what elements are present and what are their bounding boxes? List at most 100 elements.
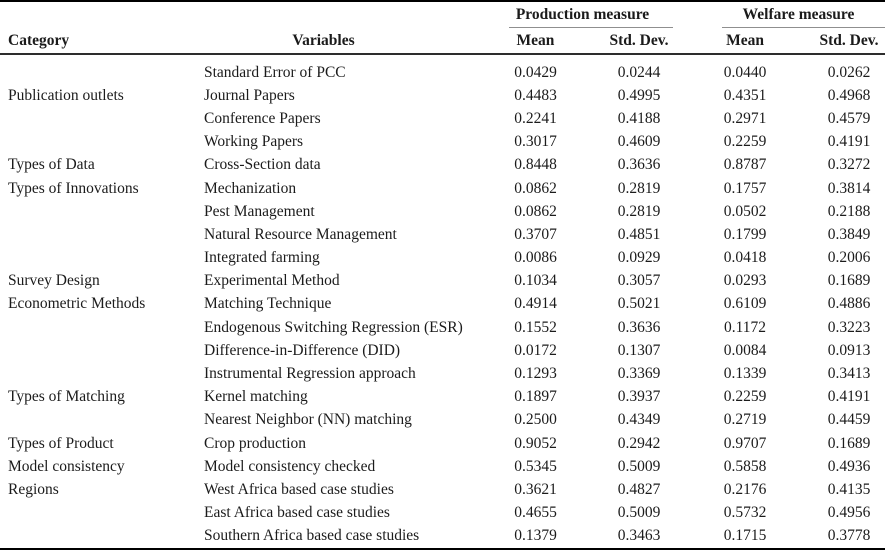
production-mean-cell: 0.5345 bbox=[514, 457, 557, 475]
category-cell: Publication outlets bbox=[8, 86, 124, 104]
production-stddev-cell: 0.2819 bbox=[617, 202, 661, 220]
welfare-stddev-cell: 0.4968 bbox=[827, 86, 871, 104]
production-mean-cell: 0.4914 bbox=[514, 295, 557, 313]
table-row: Types of Product Crop production 0.9052 … bbox=[0, 432, 885, 455]
variable-cell: Cross-Section data bbox=[204, 156, 321, 174]
production-mean-cell: 0.0429 bbox=[514, 63, 557, 81]
production-stddev-cell: 0.3369 bbox=[617, 365, 661, 383]
table-row: Integrated farming 0.0086 0.0929 0.0418 … bbox=[0, 247, 885, 270]
production-mean-cell: 0.4483 bbox=[514, 86, 557, 104]
variable-cell: Standard Error of PCC bbox=[204, 63, 346, 81]
production-mean-cell: 0.3621 bbox=[514, 480, 557, 498]
welfare-mean-cell: 0.2176 bbox=[723, 480, 767, 498]
welfare-stddev-cell: 0.0913 bbox=[827, 341, 871, 359]
variable-cell: West Africa based case studies bbox=[204, 480, 394, 498]
category-cell: Survey Design bbox=[8, 272, 100, 290]
variable-cell: East Africa based case studies bbox=[204, 504, 390, 522]
production-stddev-cell: 0.4188 bbox=[617, 109, 661, 127]
category-cell bbox=[0, 223, 200, 246]
table-row: Nearest Neighbor (NN) matching 0.2500 0.… bbox=[0, 409, 885, 432]
table-row: Econometric Methods Matching Technique 0… bbox=[0, 293, 885, 316]
production-mean-header: Mean bbox=[485, 28, 586, 55]
welfare-mean-cell: 0.2971 bbox=[723, 109, 767, 127]
production-mean-cell: 0.2241 bbox=[514, 109, 557, 127]
production-stddev-cell: 0.3057 bbox=[617, 272, 661, 290]
table-row: Difference-in-Difference (DID) 0.0172 0.… bbox=[0, 339, 885, 362]
table-header: Production measure Welfare measure Categ… bbox=[0, 1, 885, 55]
welfare-mean-cell: 0.1339 bbox=[723, 365, 767, 383]
category-cell: Types of Product bbox=[8, 434, 114, 452]
variable-cell: Instrumental Regression approach bbox=[204, 365, 416, 383]
variable-cell: Conference Papers bbox=[204, 109, 321, 127]
production-mean-cell: 0.1897 bbox=[514, 388, 557, 406]
category-cell bbox=[0, 409, 200, 432]
production-mean-cell: 0.3707 bbox=[514, 225, 557, 243]
welfare-stddev-cell: 0.2188 bbox=[827, 202, 871, 220]
table-row: Standard Error of PCC 0.0429 0.0244 0.04… bbox=[0, 54, 885, 84]
production-mean-cell: 0.0172 bbox=[514, 341, 557, 359]
category-cell bbox=[0, 339, 200, 362]
welfare-stddev-cell: 0.3223 bbox=[827, 318, 871, 336]
variables-column-header: Variables bbox=[200, 28, 485, 55]
welfare-stddev-cell: 0.3272 bbox=[827, 156, 871, 174]
category-cell bbox=[0, 362, 200, 385]
welfare-stddev-cell: 0.3413 bbox=[827, 365, 871, 383]
variable-cell: Matching Technique bbox=[204, 295, 332, 313]
welfare-group-underline bbox=[722, 27, 885, 28]
production-stddev-cell: 0.2942 bbox=[617, 434, 661, 452]
welfare-mean-cell: 0.0440 bbox=[723, 63, 767, 81]
welfare-mean-cell: 0.0293 bbox=[723, 272, 767, 290]
welfare-stddev-cell: 0.4191 bbox=[827, 133, 871, 151]
welfare-stddev-cell: 0.3814 bbox=[827, 179, 871, 197]
production-stddev-cell: 0.3636 bbox=[617, 156, 661, 174]
welfare-mean-cell: 0.1172 bbox=[723, 318, 767, 336]
table-row: Endogenous Switching Regression (ESR) 0.… bbox=[0, 316, 885, 339]
table-row: Types of Innovations Mechanization 0.086… bbox=[0, 177, 885, 200]
category-cell: Types of Matching bbox=[8, 388, 125, 406]
production-mean-cell: 0.0862 bbox=[514, 202, 557, 220]
welfare-stddev-cell: 0.4956 bbox=[827, 504, 871, 522]
production-stddev-cell: 0.3636 bbox=[617, 318, 661, 336]
welfare-stddev-cell: 0.0262 bbox=[827, 63, 871, 81]
production-stddev-cell: 0.1307 bbox=[617, 341, 661, 359]
production-mean-cell: 0.0862 bbox=[514, 179, 557, 197]
table-row: Types of Matching Kernel matching 0.1897… bbox=[0, 386, 885, 409]
table-row: Natural Resource Management 0.3707 0.485… bbox=[0, 223, 885, 246]
welfare-stddev-header: Std. Dev. bbox=[798, 28, 885, 55]
variable-cell: Nearest Neighbor (NN) matching bbox=[204, 411, 412, 429]
welfare-mean-cell: 0.2259 bbox=[723, 388, 767, 406]
production-measure-group-header: Production measure bbox=[485, 1, 692, 28]
welfare-mean-cell: 0.0418 bbox=[723, 249, 767, 267]
variable-cell: Model consistency checked bbox=[204, 457, 376, 475]
group-header-spacer bbox=[0, 1, 485, 28]
category-cell: Econometric Methods bbox=[8, 295, 146, 313]
category-cell bbox=[0, 502, 200, 525]
production-stddev-cell: 0.0929 bbox=[617, 249, 661, 267]
production-group-underline bbox=[509, 27, 674, 28]
welfare-stddev-cell: 0.4135 bbox=[827, 480, 871, 498]
welfare-stddev-cell: 0.3849 bbox=[827, 225, 871, 243]
production-stddev-cell: 0.5021 bbox=[617, 295, 661, 313]
production-stddev-cell: 0.4851 bbox=[617, 225, 661, 243]
welfare-stddev-cell: 0.4191 bbox=[827, 388, 871, 406]
production-stddev-cell: 0.4609 bbox=[617, 133, 661, 151]
welfare-mean-cell: 0.1757 bbox=[723, 179, 767, 197]
variable-cell: Working Papers bbox=[204, 133, 304, 151]
production-stddev-cell: 0.2819 bbox=[617, 179, 661, 197]
welfare-stddev-cell: 0.4579 bbox=[827, 109, 871, 127]
table-row: Regions West Africa based case studies 0… bbox=[0, 478, 885, 501]
welfare-mean-cell: 0.4351 bbox=[723, 86, 767, 104]
welfare-mean-cell: 0.5858 bbox=[723, 457, 767, 475]
production-stddev-cell: 0.0244 bbox=[617, 63, 661, 81]
welfare-stddev-cell: 0.2006 bbox=[827, 249, 871, 267]
welfare-mean-cell: 0.8787 bbox=[723, 156, 767, 174]
table-row: Instrumental Regression approach 0.1293 … bbox=[0, 362, 885, 385]
table-row: Southern Africa based case studies 0.137… bbox=[0, 525, 885, 549]
production-mean-cell: 0.1552 bbox=[514, 318, 557, 336]
welfare-stddev-cell: 0.4459 bbox=[827, 411, 871, 429]
table-row: Model consistency Model consistency chec… bbox=[0, 455, 885, 478]
variable-cell: Southern Africa based case studies bbox=[204, 527, 420, 545]
production-measure-label: Production measure bbox=[515, 6, 650, 23]
category-cell bbox=[0, 107, 200, 130]
